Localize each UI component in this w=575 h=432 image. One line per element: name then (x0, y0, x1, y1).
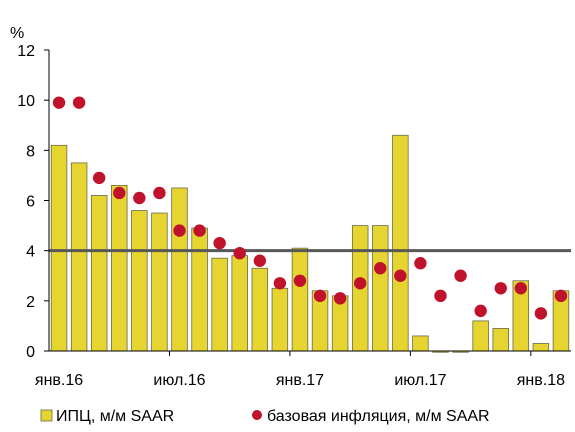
cpi-bar (50, 144, 68, 352)
y-axis-unit-label: % (10, 25, 24, 42)
y-tick-label: 8 (26, 143, 35, 160)
core-inflation-point (273, 277, 287, 290)
x-axis-ticks: янв.16 июл.16 янв.17 июл.17 янв.18 (35, 351, 565, 389)
cpi-bar (412, 335, 429, 352)
y-axis-ticks: 0 2 4 6 8 10 12 (17, 43, 49, 361)
core-inflation-point (534, 307, 548, 320)
core-inflation-point (374, 262, 387, 275)
cpi-bar (291, 247, 309, 352)
legend-core-label: базовая инфляция, м/м SAAR (267, 408, 490, 425)
core-inflation-point (494, 282, 507, 295)
cpi-bar (70, 162, 88, 352)
core-inflation-point (333, 292, 347, 305)
core-inflation-point (92, 171, 106, 185)
core-inflation-point (394, 269, 407, 282)
core-inflation-point (414, 257, 427, 270)
cpi-bar (171, 187, 188, 352)
y-tick-label: 12 (17, 43, 35, 60)
legend-cpi-label: ИПЦ, м/м SAAR (56, 408, 174, 425)
core-inflation-point (153, 186, 166, 200)
x-tick-label: июл.17 (394, 372, 446, 389)
core-inflation-point (72, 96, 86, 109)
legend-core-swatch (252, 410, 262, 420)
legend: ИПЦ, м/м SAAR базовая инфляция, м/м SAAR (40, 408, 490, 425)
axes (48, 50, 571, 352)
core-inflation-point (514, 282, 528, 295)
core-inflation-point (253, 254, 267, 267)
cpi-bar (472, 320, 489, 352)
cpi-bar (211, 257, 228, 352)
cpi-bar (251, 267, 269, 352)
x-tick-label: янв.16 (35, 372, 83, 389)
cpi-bar (111, 185, 128, 352)
core-inflation-point (213, 236, 226, 250)
core-inflation-point (554, 289, 568, 303)
cpi-bar (392, 134, 409, 352)
cpi-bar (191, 227, 208, 352)
cpi-bar (231, 255, 248, 352)
y-tick-label: 10 (17, 93, 35, 110)
y-tick-label: 2 (26, 294, 35, 311)
core-inflation-dots (52, 96, 568, 320)
core-inflation-point (133, 191, 146, 205)
core-inflation-point (434, 289, 447, 303)
cpi-bar (372, 225, 389, 352)
core-inflation-point (173, 224, 186, 237)
cpi-bars (50, 134, 570, 353)
core-inflation-point (313, 289, 327, 303)
x-tick-label: янв.18 (517, 372, 565, 389)
cpi-bar (492, 328, 509, 352)
legend-cpi-swatch (40, 409, 53, 422)
cpi-bar (532, 343, 550, 352)
y-tick-label: 6 (26, 194, 35, 211)
core-inflation-point (52, 96, 66, 109)
core-inflation-point (474, 304, 487, 318)
core-inflation-point (113, 186, 126, 200)
x-tick-label: янв.17 (276, 372, 324, 389)
y-tick-label: 4 (26, 244, 35, 261)
cpi-bar (271, 287, 289, 352)
x-tick-label: июл.16 (153, 372, 205, 389)
cpi-bar (90, 195, 108, 352)
y-tick-label: 0 (26, 344, 35, 361)
cpi-bar (151, 212, 168, 352)
cpi-bar (131, 210, 148, 352)
core-inflation-point (233, 246, 246, 260)
core-inflation-point (454, 269, 467, 282)
core-inflation-point (193, 224, 206, 237)
core-inflation-point (353, 277, 367, 290)
core-inflation-point (293, 274, 307, 287)
